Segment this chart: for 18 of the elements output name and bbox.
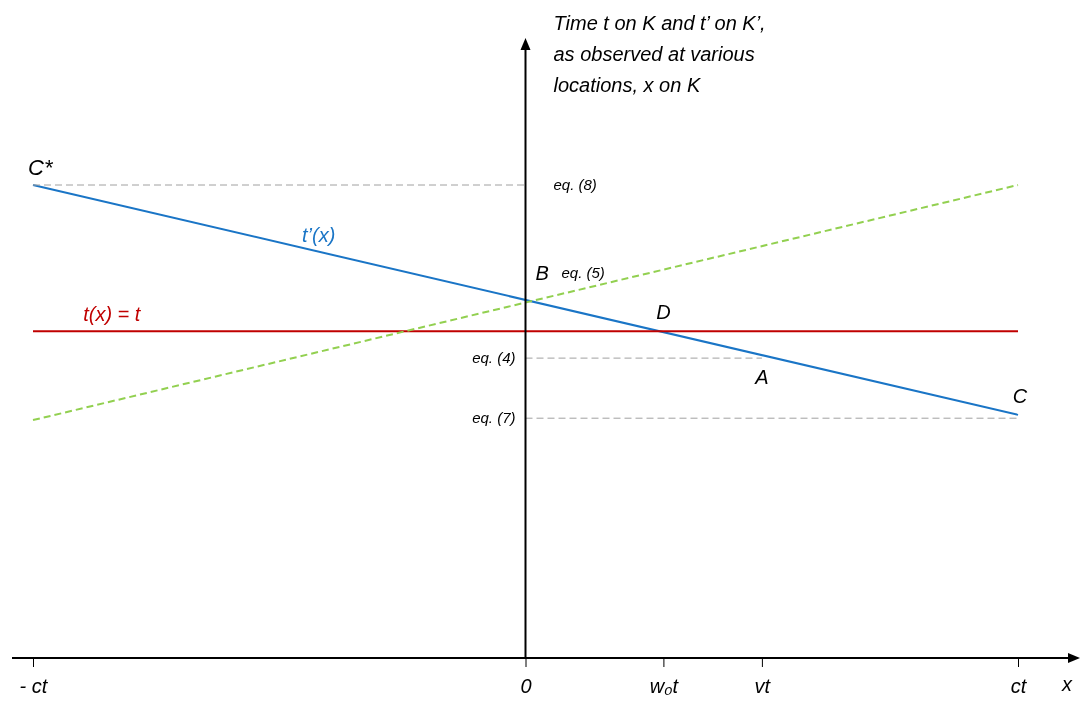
- annotation: D: [656, 301, 671, 324]
- annotation: A: [754, 366, 769, 389]
- series-label: t’(x): [301, 223, 336, 246]
- annotation: B: [535, 261, 549, 284]
- annotation: eq. (8): [553, 176, 597, 193]
- x-tick-label: 0: [520, 675, 532, 698]
- x-tick-label: - ct: [19, 675, 49, 698]
- x-tick-label: vt: [754, 675, 772, 698]
- x-axis-title: x: [1061, 673, 1073, 695]
- x-tick-label: ct: [1010, 675, 1028, 698]
- series-label: t(x) = t: [83, 303, 142, 326]
- annotation: eq. (5): [561, 263, 605, 281]
- x-tick-label: w₀t: [649, 675, 680, 698]
- annotation: C*: [28, 155, 54, 180]
- annotation: C: [1012, 384, 1028, 407]
- annotation: eq. (4): [472, 349, 516, 367]
- y-axis-title: Time t on K and t’ on K’, as observed at various locations, x on K: [553, 12, 766, 96]
- annotation: eq. (7): [472, 409, 516, 427]
